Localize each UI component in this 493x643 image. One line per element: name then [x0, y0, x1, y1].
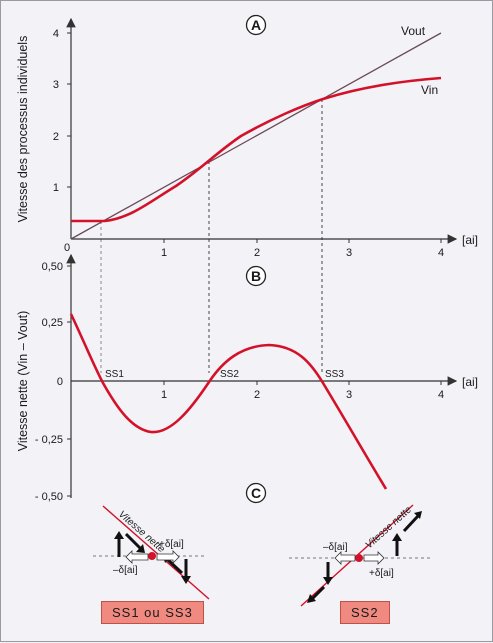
left-minus-delta: –δ[ai] [113, 565, 138, 576]
left-arrow-diag-down [124, 532, 143, 551]
right-arrow-diag-down [310, 585, 326, 601]
ss1-ss3-box: SS1 ou SS3 [101, 601, 204, 624]
panel-a-ytick: 2 [53, 131, 59, 143]
ss2-box: SS2 [340, 601, 390, 624]
panel-a-xtick: 3 [346, 247, 352, 259]
right-hollow-arrow-right [363, 551, 385, 565]
panel-a-badge-letter: A [251, 17, 261, 33]
left-arrow-diag-up [165, 557, 184, 575]
right-minus-delta: –δ[ai] [323, 542, 348, 553]
series-vout-line [70, 32, 442, 240]
panel-b-ytick: 0,50 [42, 261, 63, 273]
panel-a-ytick: 3 [53, 79, 59, 91]
panel-b-ytick: 0 [57, 376, 63, 388]
ss2-label: SS2 [220, 369, 239, 380]
series-net-curve [69, 313, 388, 490]
panel-a-ytick: 4 [53, 28, 59, 40]
panel-a-origin: 0 [64, 242, 70, 254]
series-vin-curve [71, 76, 442, 223]
ss3-label: SS3 [325, 369, 344, 380]
vin-label: Vin [421, 83, 438, 97]
right-plus-delta: +δ[ai] [369, 568, 394, 579]
right-equilibrium-dot [355, 554, 363, 562]
left-hollow-arrow-left [125, 550, 149, 564]
panel-a-badge [245, 14, 267, 36]
panel-b-xtick: 1 [161, 389, 167, 401]
panel-b-xtick: 3 [346, 389, 352, 401]
panel-b-ytick: - 0,50 [35, 491, 63, 503]
panel-c-badge-letter: C [251, 485, 261, 501]
panel-c: C Vitesse nette +δ[ai] –δ[ai] Vitesse ne… [93, 482, 433, 607]
panel-b-xtick: 4 [438, 389, 444, 401]
panel-a: 4 3 2 1 0 1 2 3 4 [ai] Vitesse des proce… [16, 14, 478, 373]
left-hollow-arrow-right [156, 550, 180, 564]
panel-b-badge [245, 265, 267, 287]
left-net-line [102, 505, 210, 600]
panel-b: 0,50 0,25 0 - 0,25 - 0,50 1 2 3 4 [ai] V… [16, 253, 478, 503]
panel-a-ytick: 1 [53, 182, 59, 194]
right-hollow-arrow-left [334, 551, 356, 565]
panel-a-xtick: 1 [161, 247, 167, 259]
panel-a-y-label: Vitesse des processus individuels [16, 36, 30, 223]
vout-label: Vout [401, 24, 426, 38]
panel-b-badge-letter: B [251, 268, 261, 284]
panel-b-x-label: [ai] [462, 375, 478, 389]
panel-b-y-label: Vitesse nette (Vin – Vout) [16, 311, 30, 452]
left-equilibrium-dot [148, 552, 156, 560]
panel-a-x-label: [ai] [462, 233, 478, 247]
panel-b-ytick: 0,25 [42, 317, 63, 329]
right-arrow-diag-up [402, 514, 420, 533]
panel-b-ytick: - 0,25 [35, 434, 63, 446]
panel-c-badge [245, 482, 267, 504]
left-plus-delta: +δ[ai] [159, 539, 184, 550]
panel-b-xtick: 2 [254, 389, 260, 401]
panel-a-xtick: 4 [438, 247, 444, 259]
ss1-label: SS1 [105, 369, 124, 380]
panel-a-xtick: 2 [254, 247, 260, 259]
